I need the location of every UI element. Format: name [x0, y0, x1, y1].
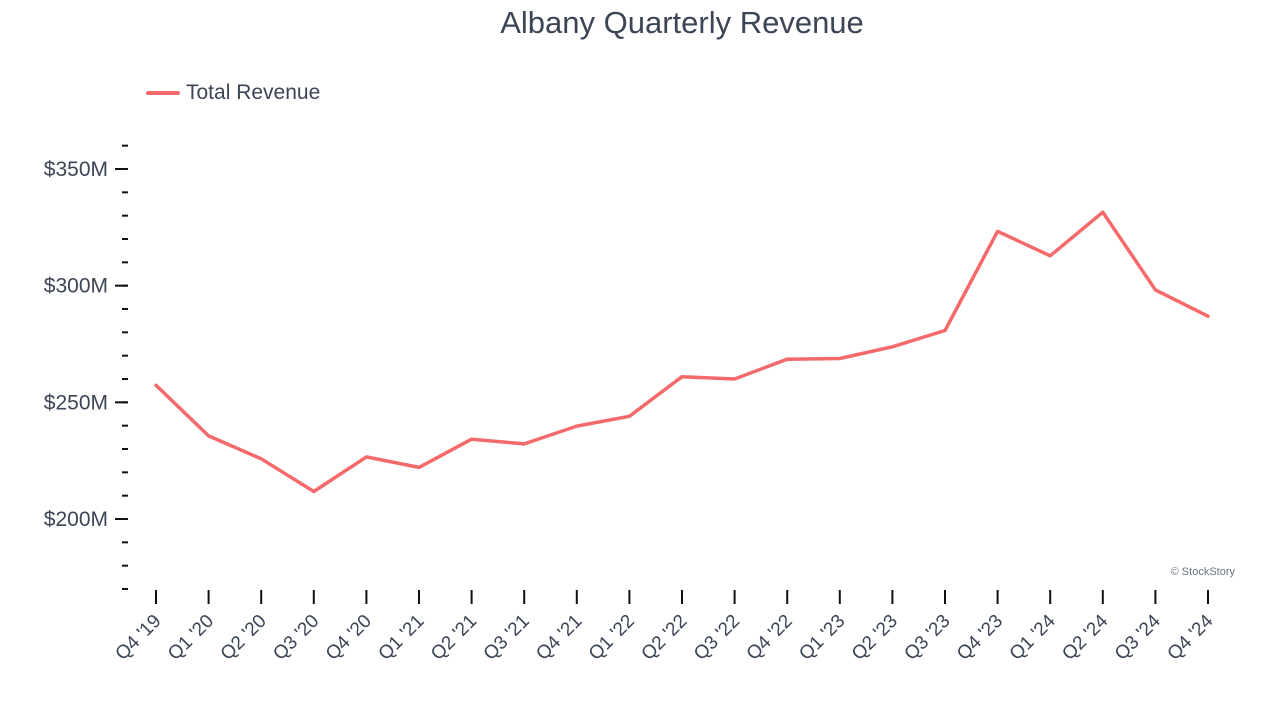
- x-tick-label: Q4 '19: [112, 611, 166, 665]
- x-tick-label: Q4 '23: [953, 611, 1007, 665]
- x-tick-label: Q1 '24: [1006, 610, 1060, 664]
- x-tick-label: Q2 '20: [217, 611, 271, 665]
- x-tick-label: Q2 '21: [427, 611, 481, 665]
- y-tick-label: $200M: [44, 508, 108, 531]
- x-tick-label: Q3 '21: [480, 611, 534, 665]
- x-tick-label: Q1 '22: [585, 611, 639, 665]
- x-tick-label: Q4 '22: [743, 611, 797, 665]
- x-tick-label: Q4 '21: [532, 611, 586, 665]
- credit-text: © StockStory: [1171, 566, 1236, 578]
- x-tick-label: Q3 '20: [269, 611, 323, 665]
- series-line-total-revenue: [154, 210, 1210, 494]
- y-axis: $200M $250M $300M $350M: [44, 144, 128, 590]
- x-tick-label: Q2 '22: [638, 611, 692, 665]
- chart-title: Albany Quarterly Revenue: [500, 5, 864, 40]
- x-tick-label: Q4 '24: [1164, 610, 1218, 664]
- x-tick-label: Q2 '24: [1058, 610, 1112, 664]
- x-tick-label: Q3 '23: [901, 611, 955, 665]
- x-tick-label: Q1 '20: [164, 611, 218, 665]
- x-tick-label: Q1 '23: [795, 611, 849, 665]
- legend-label: Total Revenue: [186, 81, 320, 104]
- x-tick-label: Q1 '21: [375, 611, 429, 665]
- x-tick-label: Q4 '20: [322, 611, 376, 665]
- y-tick-label: $350M: [44, 158, 108, 181]
- legend: Total Revenue: [146, 81, 320, 104]
- y-tick-label: $250M: [44, 391, 108, 414]
- x-tick-label: Q2 '23: [848, 611, 902, 665]
- x-tick-label: Q3 '22: [690, 611, 744, 665]
- y-tick-label: $300M: [44, 275, 108, 298]
- x-tick-label: Q3 '24: [1111, 610, 1165, 664]
